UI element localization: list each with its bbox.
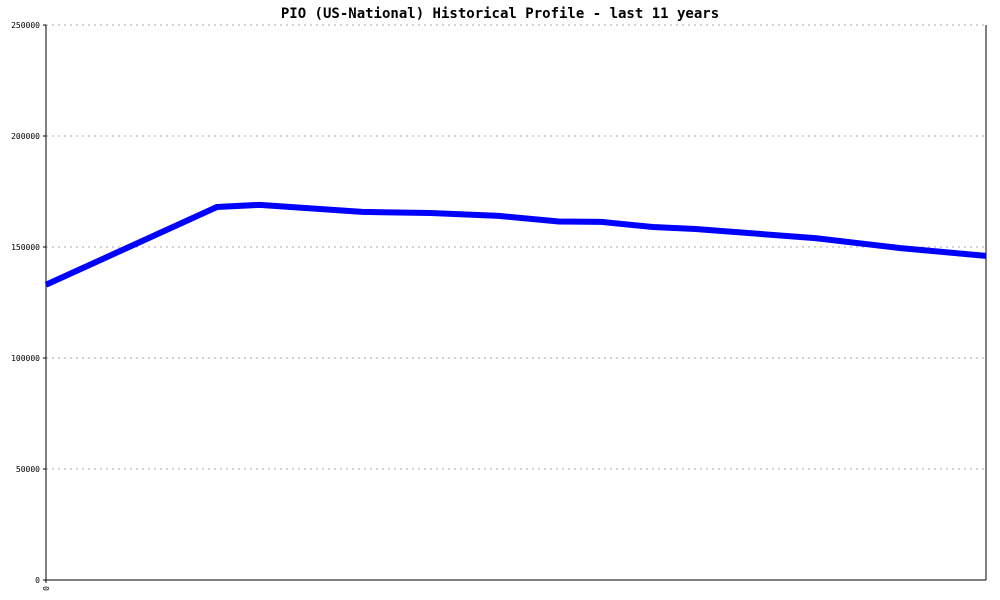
chart-title: PIO (US-National) Historical Profile - l… bbox=[281, 6, 719, 22]
y-tick-label: 150000 bbox=[11, 243, 40, 252]
y-tick-label: 100000 bbox=[11, 354, 40, 363]
data-line bbox=[44, 201, 987, 288]
y-tick-label: 50000 bbox=[16, 465, 40, 474]
x-tick-label: 0 bbox=[42, 586, 51, 591]
y-tick-label: 0 bbox=[35, 576, 40, 585]
y-tick-label: 250000 bbox=[11, 21, 40, 30]
y-tick-label: 200000 bbox=[11, 132, 40, 141]
